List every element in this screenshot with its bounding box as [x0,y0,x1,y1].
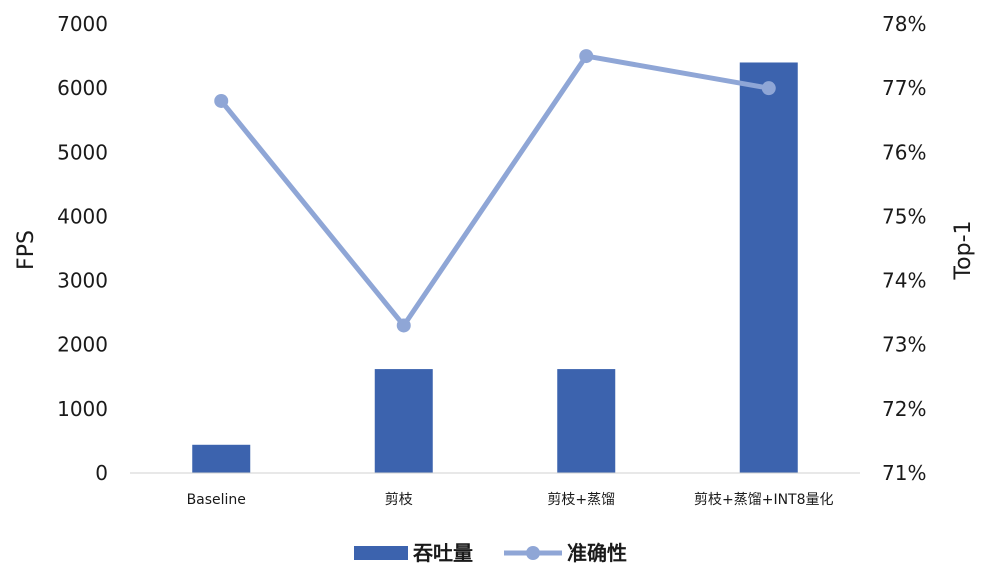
left-axis-title: FPS [14,230,39,270]
left-tick-label: 4000 [57,204,108,228]
bar [739,62,798,473]
left-axis-ticks: 0 1000 2000 3000 4000 5000 6000 7000 [57,12,108,485]
category-label: Baseline [187,492,246,508]
left-tick-label: 7000 [57,12,108,36]
right-tick-label: 75% [882,204,926,228]
line-point [579,49,594,64]
line-point [396,318,411,333]
legend-bar-label: 吞吐量 [413,541,473,565]
bar-series [192,62,798,473]
left-tick-label: 3000 [57,269,108,293]
right-axis-title: Top-1 [951,220,976,280]
left-tick-label: 6000 [57,76,108,100]
right-tick-label: 74% [882,269,926,293]
right-axis-ticks: 71% 72% 73% 74% 75% 76% 77% 78% [882,12,926,485]
right-tick-label: 71% [882,461,926,485]
bar [557,369,616,473]
left-tick-label: 5000 [57,140,108,164]
category-labels: Baseline 剪枝 剪枝+蒸馏 剪枝+蒸馏+INT8量化 [187,492,834,508]
line-point [761,81,776,96]
right-tick-label: 73% [882,333,926,357]
legend-bar-swatch [354,546,408,560]
legend-line-marker [526,546,540,560]
left-tick-label: 0 [95,461,108,485]
line-point [214,93,229,108]
right-tick-label: 72% [882,397,926,421]
bar [192,444,251,473]
right-tick-label: 77% [882,76,926,100]
accuracy-line [219,53,770,328]
category-label: 剪枝 [385,492,413,508]
legend: 吞吐量 准确性 [354,541,627,565]
left-tick-label: 2000 [57,333,108,357]
line-series [214,49,776,333]
category-label: 剪枝+蒸馏+INT8量化 [694,492,834,508]
left-tick-label: 1000 [57,397,108,421]
legend-line-label: 准确性 [567,541,627,565]
bar [374,369,433,473]
right-tick-label: 78% [882,12,926,36]
right-tick-label: 76% [882,140,926,164]
category-label: 剪枝+蒸馏 [547,492,615,508]
